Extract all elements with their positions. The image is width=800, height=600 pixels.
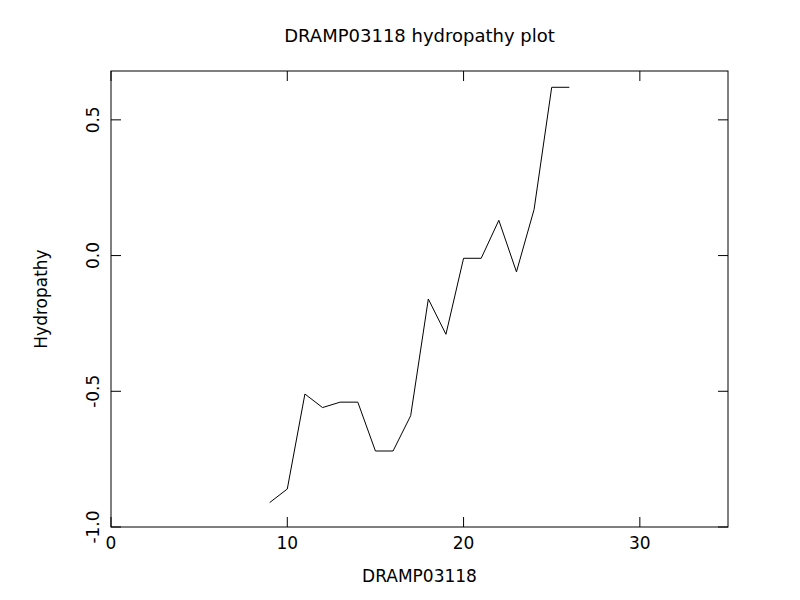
y-tick-label: 0.5	[83, 106, 103, 133]
title: DRAMP03118 hydropathy plot	[284, 25, 555, 46]
y-tick-label: -1.0	[83, 510, 103, 543]
y-tick	[718, 119, 728, 120]
y-tick	[111, 527, 121, 528]
y-tick-label: -0.5	[83, 375, 103, 408]
y-tick	[718, 255, 728, 256]
x-tick	[287, 517, 288, 527]
x-tick	[463, 71, 464, 81]
x-tick	[287, 71, 288, 81]
y-tick	[718, 527, 728, 528]
x-tick	[463, 517, 464, 527]
x-tick	[111, 517, 112, 527]
chart: 0 10 20 30 -1.0 -0.5 0.0 0.5 DRAMP03118 hydropat…	[0, 0, 800, 600]
y-axis-label: Hydropathy	[31, 249, 51, 348]
x-tick-label: 30	[629, 533, 651, 553]
y-tick	[718, 391, 728, 392]
plot-frame	[111, 71, 728, 527]
x-tick-label: 20	[453, 533, 475, 553]
y-tick	[111, 391, 121, 392]
x-tick	[639, 517, 640, 527]
x-tick	[111, 71, 112, 81]
y-tick	[111, 255, 121, 256]
x-tick	[639, 71, 640, 81]
y-tick	[111, 119, 121, 120]
plot-area	[270, 87, 570, 502]
x-axis-label: DRAMP03118	[362, 566, 477, 586]
background	[0, 0, 800, 600]
x-tick-label: 0	[106, 533, 117, 553]
x-tick-label: 10	[276, 533, 298, 553]
y-tick-label: 0.0	[83, 242, 103, 269]
hydropathy-line	[270, 87, 570, 502]
